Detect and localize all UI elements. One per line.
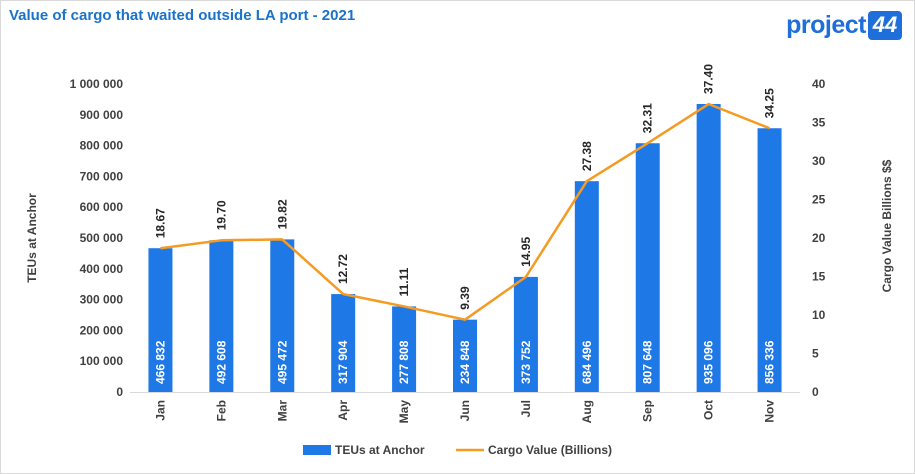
line-value-label: 14.95: [519, 237, 533, 267]
bar: [635, 143, 660, 392]
x-tick-label: Jun: [458, 400, 472, 421]
bar-value-label: 495 472: [275, 340, 289, 384]
y-tick-label: 400 000: [80, 262, 124, 276]
line-series: [160, 102, 771, 321]
x-tick-label: Apr: [336, 400, 350, 421]
line-value-label: 12.72: [336, 254, 350, 284]
bar-value-label: 466 832: [153, 340, 167, 384]
bar: [148, 248, 173, 392]
bar: [392, 306, 417, 392]
x-tick-label: Oct: [702, 400, 716, 420]
y-tick-label: 300 000: [80, 293, 124, 307]
bar-value-label: 373 752: [519, 340, 533, 384]
line-value-label: 27.38: [580, 141, 594, 171]
line-value-label: 18.67: [153, 208, 167, 238]
y2-tick-label: 0: [812, 385, 819, 399]
legend-label-line: Cargo Value (Billions): [488, 443, 612, 457]
y2-tick-label: 25: [812, 193, 826, 207]
chart-title: Value of cargo that waited outside LA po…: [9, 7, 356, 24]
bar-value-label: 234 848: [458, 340, 472, 384]
line-value-label: 19.82: [275, 199, 289, 229]
x-tick-label: Mar: [275, 400, 289, 422]
y2-tick-label: 5: [812, 347, 819, 361]
line-value-label: 32.31: [641, 103, 655, 133]
y-tick-label: 800 000: [80, 139, 124, 153]
bar: [453, 319, 477, 392]
bar-value-label: 935 096: [702, 340, 716, 384]
y2-tick-label: 35: [812, 116, 826, 130]
bar: [696, 103, 721, 393]
project44-logo: project 44: [786, 9, 902, 41]
logo-badge: 44: [868, 10, 902, 40]
y-tick-label: 500 000: [80, 231, 124, 245]
bar-value-label: 856 336: [763, 340, 777, 384]
y-tick-label: 700 000: [80, 169, 124, 183]
bar: [209, 240, 234, 392]
bar-value-label: 684 496: [580, 340, 594, 384]
y2-axis-title: Cargo Value Billions $$: [880, 159, 894, 292]
bar-value-label: 277 808: [397, 340, 411, 384]
bar: [574, 181, 599, 392]
legend-swatch-bar: [303, 445, 331, 455]
x-tick-label: Nov: [763, 400, 777, 423]
line-value-label: 9.39: [458, 286, 472, 310]
y2-tick-label: 40: [812, 77, 826, 91]
y-tick-label: 1 000 000: [70, 77, 124, 91]
bar: [757, 128, 782, 392]
bar: [270, 239, 295, 392]
y-tick-label: 900 000: [80, 108, 124, 122]
line-value-label: 19.70: [214, 200, 228, 230]
x-tick-label: Jul: [519, 400, 533, 417]
logo-text: project: [786, 10, 866, 39]
line-value-label: 37.40: [702, 64, 716, 94]
bar-value-label: 317 904: [336, 340, 350, 384]
y2-tick-label: 20: [812, 231, 826, 245]
x-tick-label: Feb: [214, 400, 228, 421]
x-tick-label: Aug: [580, 400, 594, 423]
y2-tick-label: 30: [812, 154, 826, 168]
line-value-label: 11.11: [397, 267, 411, 296]
x-tick-label: Sep: [641, 400, 655, 422]
y-axis-title: TEUs at Anchor: [25, 193, 39, 283]
x-tick-label: May: [397, 400, 411, 424]
bar-value-label: 807 648: [641, 340, 655, 384]
y-tick-label: 600 000: [80, 200, 124, 214]
y-tick-label: 100 000: [80, 354, 124, 368]
bar: [331, 294, 356, 392]
bar: [513, 276, 538, 392]
y2-tick-label: 15: [812, 270, 826, 284]
bar-value-label: 492 608: [214, 340, 228, 384]
y-tick-label: 0: [116, 385, 123, 399]
y2-tick-label: 10: [812, 308, 826, 322]
x-tick-label: Jan: [153, 400, 167, 421]
line-value-label: 34.25: [763, 88, 777, 118]
legend-label-bar: TEUs at Anchor: [335, 443, 425, 457]
y-tick-label: 200 000: [80, 323, 124, 337]
